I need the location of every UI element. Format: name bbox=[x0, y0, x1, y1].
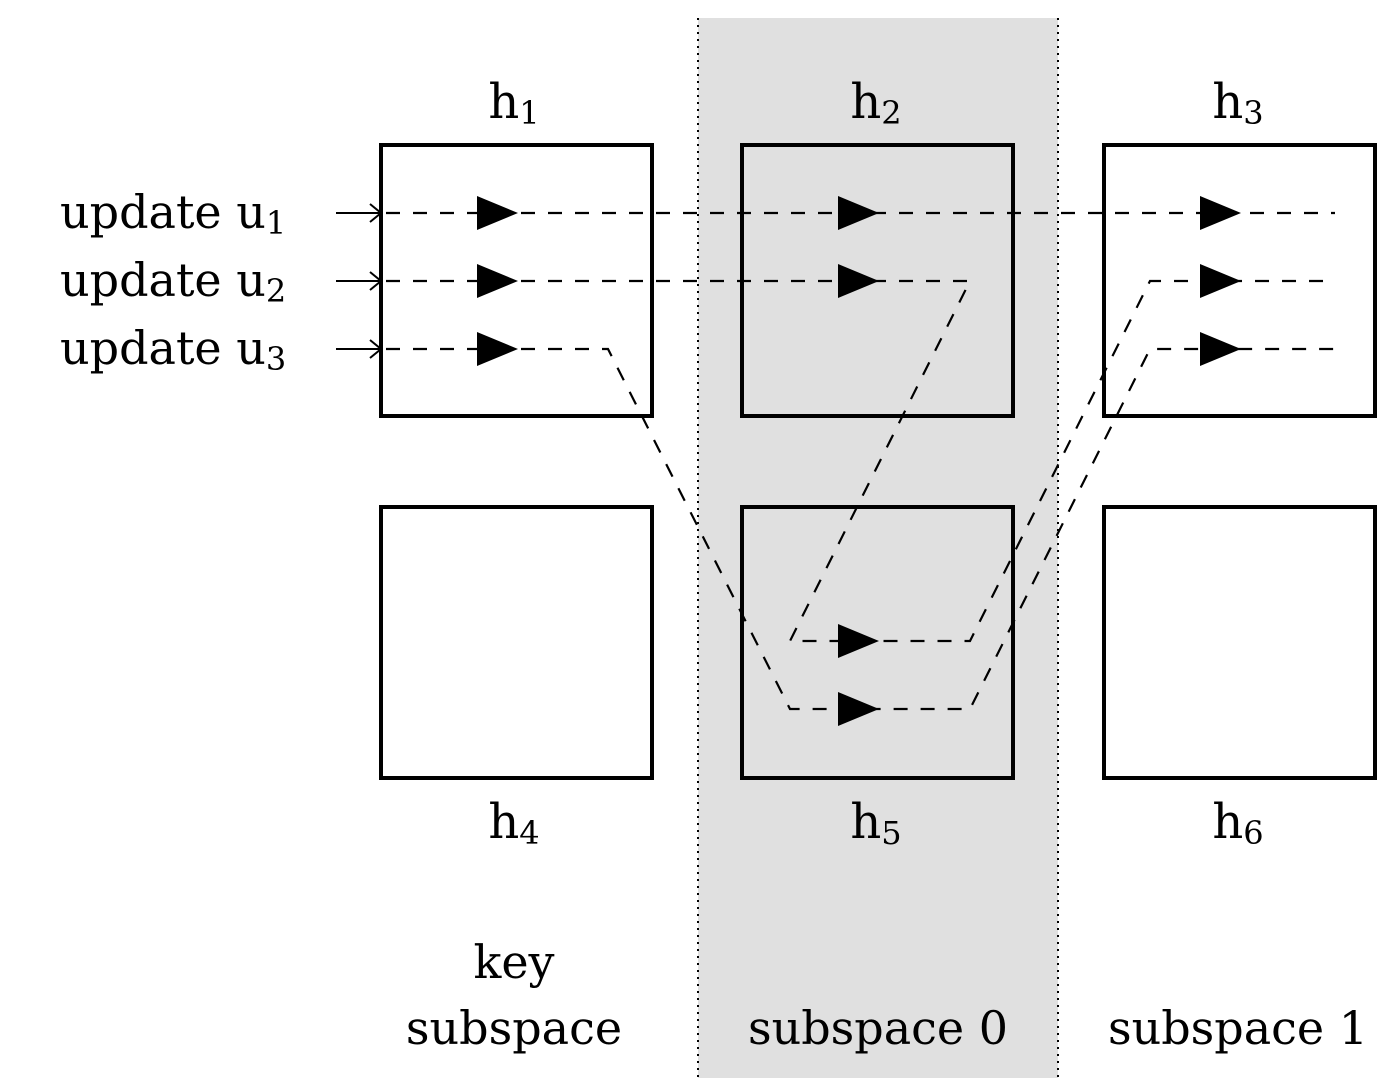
arrowhead-u2-h1 bbox=[477, 264, 518, 298]
entry-arrow-u2 bbox=[336, 271, 383, 291]
arrowhead-u3-h5 bbox=[838, 692, 879, 726]
arrowhead-u2-h2 bbox=[838, 264, 879, 298]
node-label-h1: h1 bbox=[488, 74, 539, 132]
node-label-h3: h3 bbox=[1212, 74, 1263, 132]
arrowhead-u2-h3 bbox=[1200, 264, 1241, 298]
node-label-h2: h2 bbox=[850, 74, 901, 132]
region-label-subspace-1: subspace 1 bbox=[1108, 1001, 1368, 1055]
arrowhead-u1-h2 bbox=[838, 196, 879, 230]
region-label-key-line1: key bbox=[473, 935, 554, 989]
node-box-h5 bbox=[740, 505, 1015, 780]
node-box-h4 bbox=[379, 505, 654, 780]
arrowhead-u3-h1 bbox=[477, 332, 518, 366]
arrowhead-u1-h3 bbox=[1200, 196, 1241, 230]
node-box-h6 bbox=[1102, 505, 1377, 780]
entry-arrow-u1 bbox=[336, 203, 383, 223]
entry-arrow-u3 bbox=[336, 339, 383, 359]
arrowhead-u3-h3 bbox=[1200, 332, 1241, 366]
node-label-h5: h5 bbox=[850, 794, 901, 852]
arrowhead-u2-h5 bbox=[838, 624, 879, 658]
node-label-h4: h4 bbox=[488, 794, 539, 852]
node-label-h6: h6 bbox=[1212, 794, 1263, 852]
update-label-u3: update u3 bbox=[60, 321, 286, 378]
region-label-key-line2: subspace bbox=[406, 1001, 622, 1055]
route-u3 bbox=[386, 347, 1335, 711]
update-label-u2: update u2 bbox=[60, 253, 286, 310]
region-label-subspace-0: subspace 0 bbox=[748, 1001, 1008, 1055]
arrowhead-u1-h1 bbox=[477, 196, 518, 230]
update-label-u1: update u1 bbox=[60, 185, 286, 242]
